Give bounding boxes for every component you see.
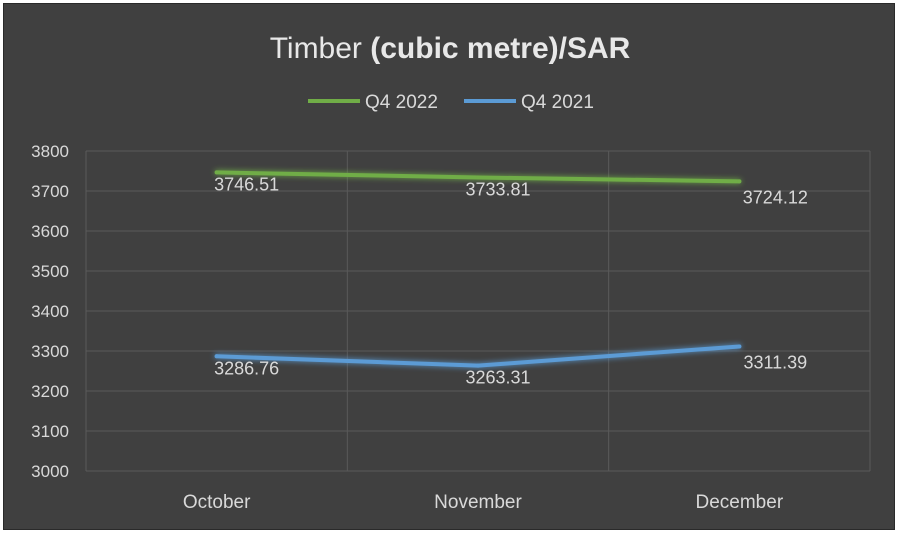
y-tick-label: 3800 bbox=[31, 142, 69, 161]
series-layer bbox=[214, 170, 742, 368]
y-tick-label: 3000 bbox=[31, 462, 69, 481]
data-label-q4-2021: 3263.31 bbox=[465, 368, 530, 388]
y-tick-label: 3200 bbox=[31, 382, 69, 401]
y-tick-label: 3300 bbox=[31, 342, 69, 361]
legend: Q4 2022 Q4 2021 bbox=[308, 92, 594, 113]
data-point-q4-2021 bbox=[476, 363, 480, 368]
data-point-q4-2022 bbox=[476, 175, 480, 180]
gridlines bbox=[85, 150, 871, 472]
legend-label-q4-2022: Q4 2022 bbox=[365, 92, 438, 113]
y-tick-label: 3700 bbox=[31, 182, 69, 201]
chart-title-bold: (cubic metre)/SAR bbox=[370, 32, 630, 65]
line-chart: Timber (cubic metre)/SAR Q4 2022 Q4 2021… bbox=[31, 32, 871, 513]
data-point-q4-2021 bbox=[214, 354, 219, 359]
chart-title-regular: Timber bbox=[270, 32, 371, 65]
data-label-q4-2021: 3286.76 bbox=[214, 358, 279, 378]
chart-title: Timber (cubic metre)/SAR bbox=[270, 32, 631, 65]
x-tick-label: October bbox=[183, 492, 251, 513]
data-point-q4-2022 bbox=[214, 170, 219, 175]
data-label-q4-2021: 3311.39 bbox=[743, 352, 807, 372]
y-tick-label: 3500 bbox=[31, 262, 69, 281]
x-tick-label: November bbox=[434, 492, 522, 513]
data-label-q4-2022: 3724.12 bbox=[743, 187, 808, 207]
legend-label-q4-2021: Q4 2021 bbox=[521, 92, 594, 113]
data-label-q4-2022: 3746.51 bbox=[214, 174, 279, 194]
data-point-q4-2022 bbox=[737, 179, 742, 184]
x-axis: October November December bbox=[183, 492, 784, 513]
y-tick-label: 3100 bbox=[31, 422, 69, 441]
y-tick-label: 3600 bbox=[31, 222, 69, 241]
x-tick-label: December bbox=[696, 492, 784, 513]
series-line-q4-2021 bbox=[214, 344, 742, 368]
y-axis: 3000 3100 3200 3300 3400 3500 3600 3700 3800 bbox=[31, 142, 69, 481]
data-label-q4-2022: 3733.81 bbox=[465, 179, 530, 199]
data-labels: 3746.51 3733.81 3724.12 3286.76 3263.31 3311.… bbox=[214, 174, 808, 387]
data-point-q4-2021 bbox=[737, 344, 742, 349]
y-tick-label: 3400 bbox=[31, 302, 69, 321]
chart-frame: Timber (cubic metre)/SAR Q4 2022 Q4 2021… bbox=[3, 3, 895, 530]
